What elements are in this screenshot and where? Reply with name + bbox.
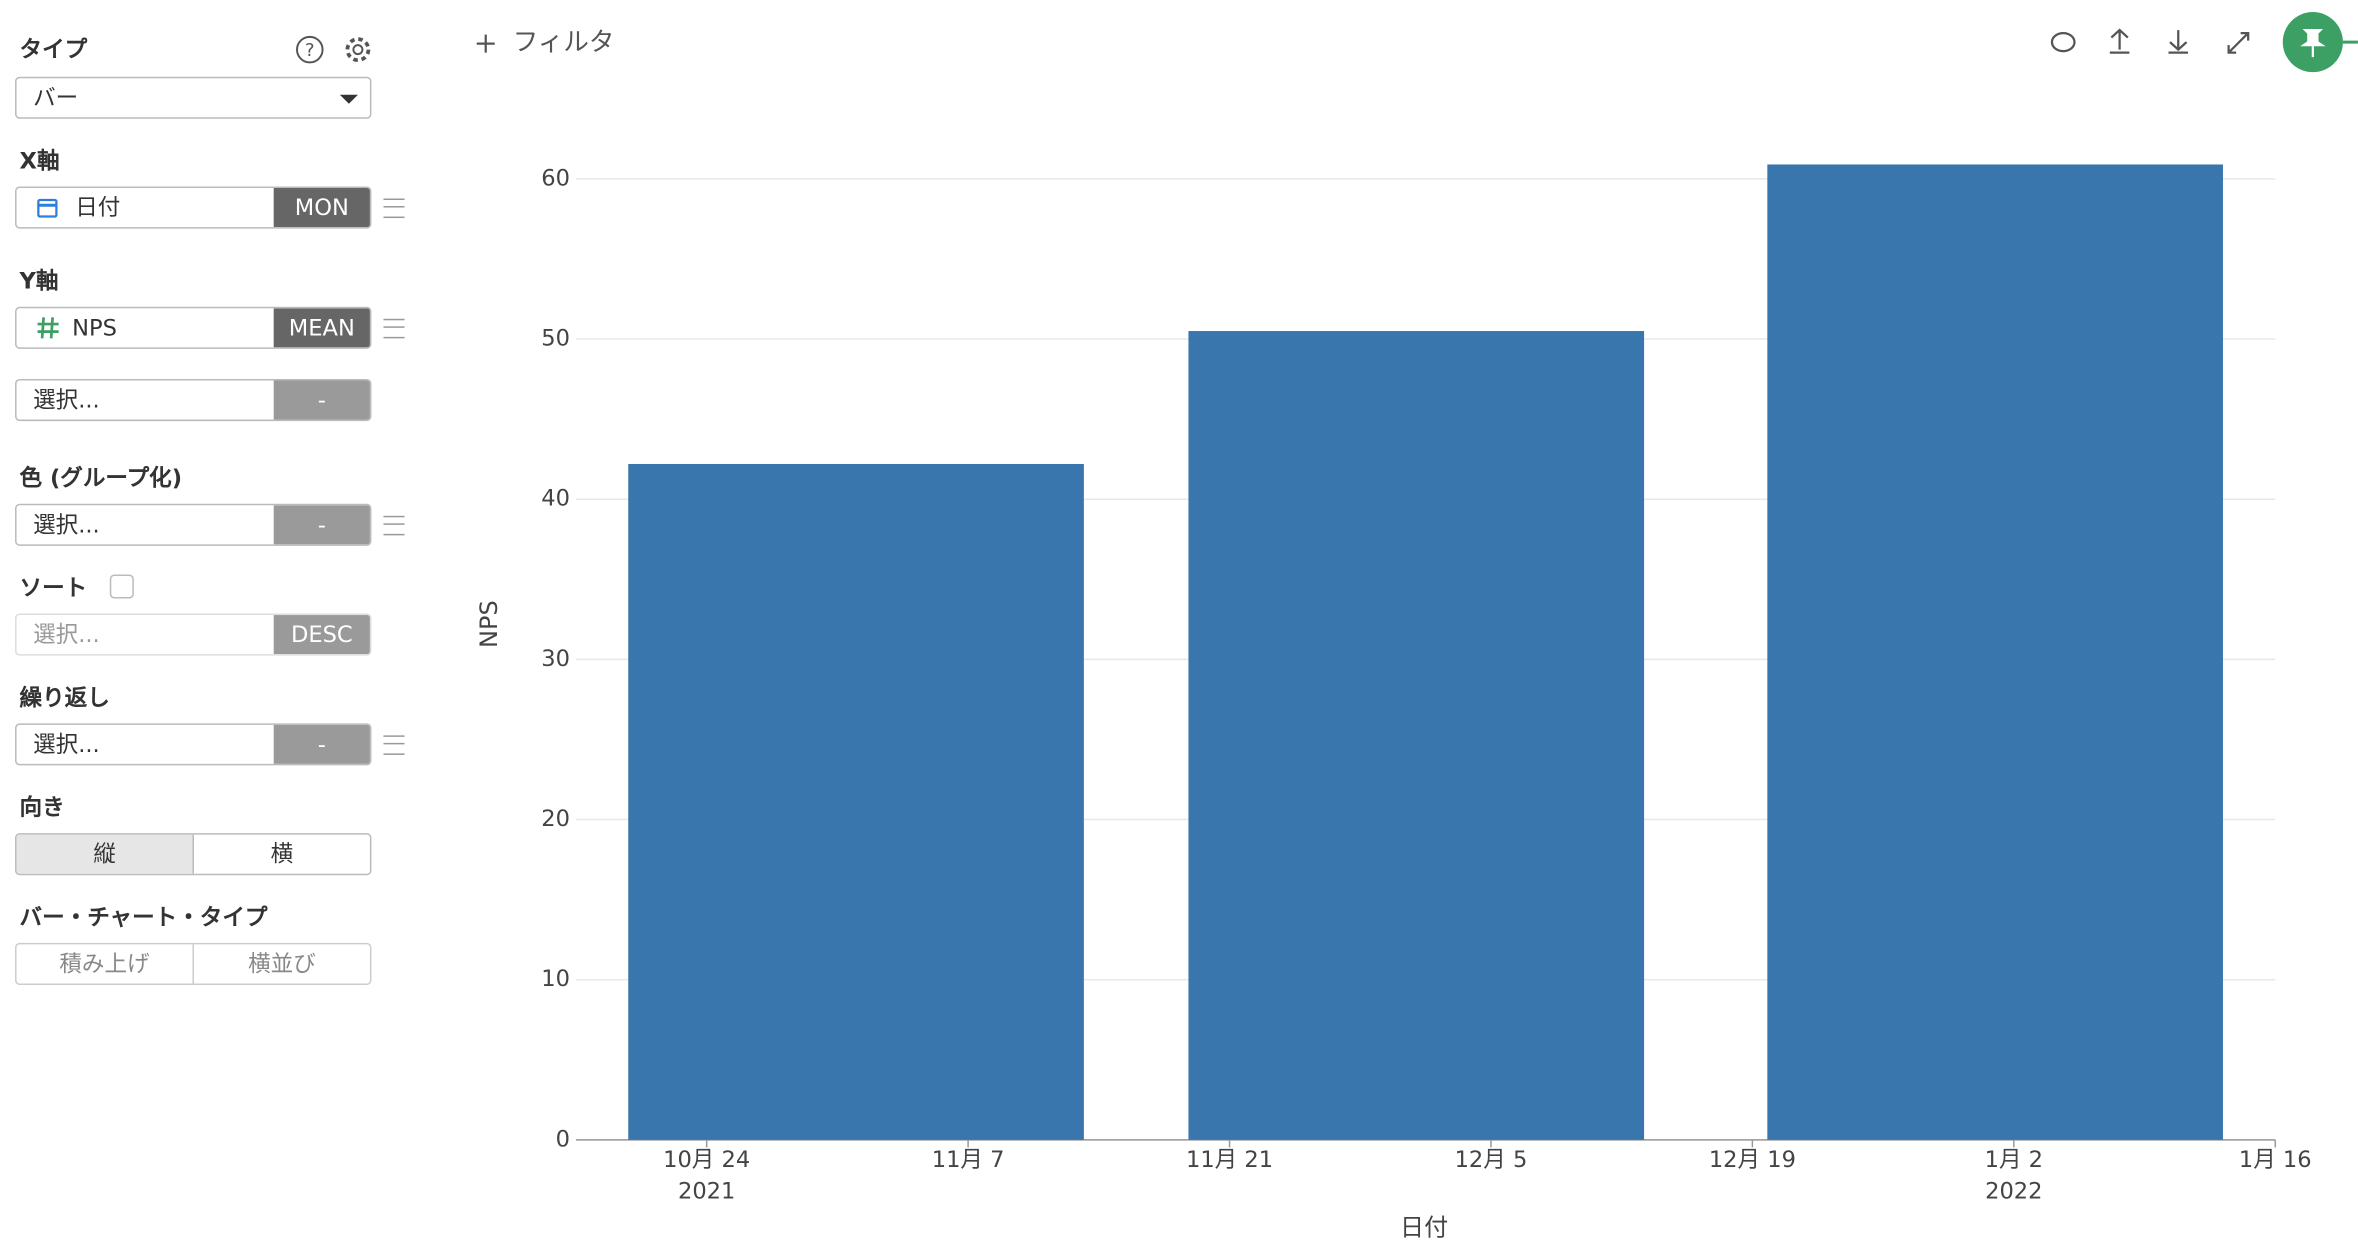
menu-icon[interactable] [383,318,405,339]
caret [339,94,358,104]
orientation-toggle: 縦 横 [15,833,372,876]
menu-icon[interactable] [383,515,405,536]
type-label: タイプ [19,36,88,64]
placeholder: 選択... [33,621,100,649]
y-field-name: NPS [72,314,117,342]
y-field[interactable]: NPS MEAN [15,306,372,349]
bar-type-label: バー・チャート・タイプ [19,903,268,931]
bar-type-grouped[interactable]: 横並び [248,950,316,978]
y2-field[interactable]: 選択... - [15,378,372,422]
pin-icon [2300,28,2326,58]
x-axis-title: 日付 [1400,1214,1448,1242]
bar [1188,331,1645,1140]
sort-field[interactable]: 選択... DESC [15,613,372,656]
menu-icon[interactable] [383,198,405,219]
repeat-label: 繰り返し [19,684,110,712]
bar-type-toggle: 積み上げ 横並び [15,942,372,985]
menu-icon[interactable] [383,735,405,755]
filter-button[interactable]: フィルタ [513,28,615,58]
placeholder: 選択... [33,386,100,414]
x-tick-label: 12月 19 [1709,1147,1796,1173]
y-tick-label: 40 [541,486,570,512]
bar-type-stacked[interactable]: 積み上げ [17,944,194,984]
x-tick-label: 1月 2 2022 [1985,1147,2043,1205]
x-field[interactable]: 日付 MON [15,186,372,229]
x-tick-label: 12月 5 [1455,1147,1528,1173]
y-tick-label: 60 [541,165,570,191]
x-tick-label: 10月 24 2021 [663,1147,750,1205]
download-icon[interactable] [2168,30,2189,54]
y-axis-label: Y軸 [19,267,59,295]
y-tick-label: 30 [541,646,570,672]
sort-label: ソート [19,574,88,602]
calendar-icon [37,198,58,218]
number-icon [37,317,59,339]
comment-icon[interactable] [2050,31,2076,53]
gear-teeth [345,37,371,63]
x-tick-label: 11月 21 [1186,1147,1273,1173]
bar [628,463,1084,1140]
expand-icon[interactable] [2227,31,2250,54]
x-tick-label: 11月 7 [932,1147,1005,1173]
repeat-aggregation[interactable]: - [273,724,370,764]
color-label: 色 (グループ化) [19,464,183,492]
y2-aggregation[interactable]: - [273,380,370,420]
toolbar-icons [476,28,2250,54]
x-tick-label: 1月 16 [2239,1147,2312,1173]
placeholder: 選択... [33,511,100,539]
orientation-vertical[interactable]: 縦 [16,834,194,874]
help-circle [296,35,324,64]
placeholder: 選択... [33,730,100,758]
color-aggregation[interactable]: - [273,505,370,545]
calendar-body [37,198,58,218]
type-dropdown[interactable]: バー [15,76,372,119]
x-axis-label: X軸 [19,147,60,175]
y-tick-label: 10 [541,966,570,992]
y-tick-label: 50 [541,326,570,352]
upload-icon[interactable] [2109,28,2130,54]
y-tick-label: 20 [541,806,570,832]
type-value: バー [33,84,79,112]
y-aggregation[interactable]: MEAN [273,308,370,348]
orientation-horizontal[interactable]: 横 [270,840,294,868]
y-axis-title: NPS [475,600,503,648]
settings-icon[interactable] [341,33,374,66]
help-glyph: ? [305,40,315,61]
color-field[interactable]: 選択... - [15,503,372,546]
sort-checkbox[interactable] [109,574,134,599]
y-tick-label: 0 [556,1126,570,1152]
hash [37,317,59,339]
sort-order[interactable]: DESC [273,615,370,655]
bar [1767,164,2223,1140]
orientation-label: 向き [19,794,65,822]
x-field-name: 日付 [75,193,121,222]
x-aggregation[interactable]: MON [273,187,370,228]
gear-hub [352,44,364,56]
repeat-field[interactable]: 選択... - [15,723,372,766]
dropdown-caret [339,94,358,104]
help-icon[interactable]: ? [293,33,326,66]
